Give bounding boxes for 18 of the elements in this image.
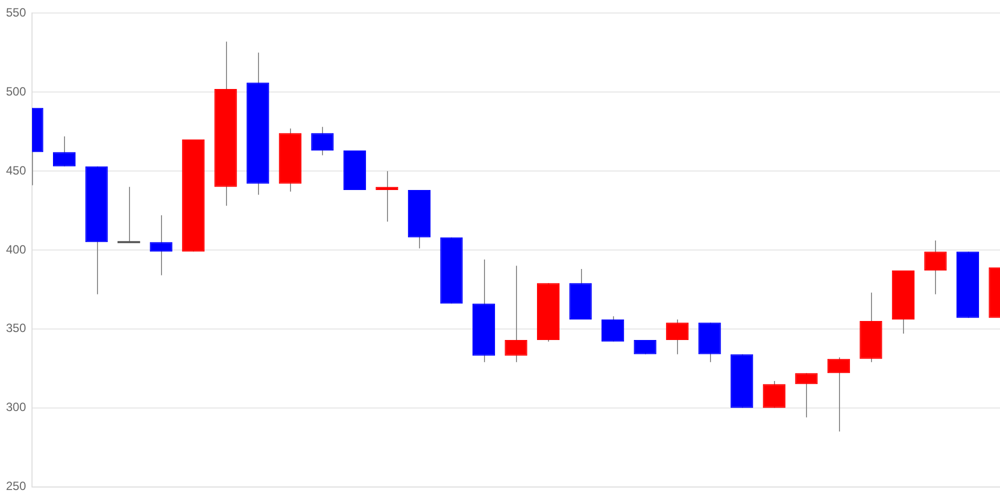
- candlestick: [52, 136, 76, 167]
- y-tick-label: 500: [6, 84, 26, 98]
- candlestick: [311, 126, 334, 156]
- y-tick-label: 450: [6, 163, 26, 178]
- y-tick-label: 400: [6, 242, 26, 256]
- y-tick-label: 250: [6, 479, 26, 494]
- y-tick-label: 300: [6, 400, 26, 414]
- y-tick-label: 550: [6, 6, 26, 20]
- candlestick: [924, 240, 947, 295]
- candlestick: [827, 356, 850, 432]
- candlestick: [795, 372, 818, 418]
- candlestick: [150, 214, 172, 276]
- candlestick: [762, 380, 786, 408]
- candlestick: [602, 316, 624, 342]
- y-tick-label: 350: [6, 321, 26, 336]
- candlestick: [118, 186, 140, 244]
- candlestick: [666, 318, 689, 355]
- candlestick: [504, 265, 528, 363]
